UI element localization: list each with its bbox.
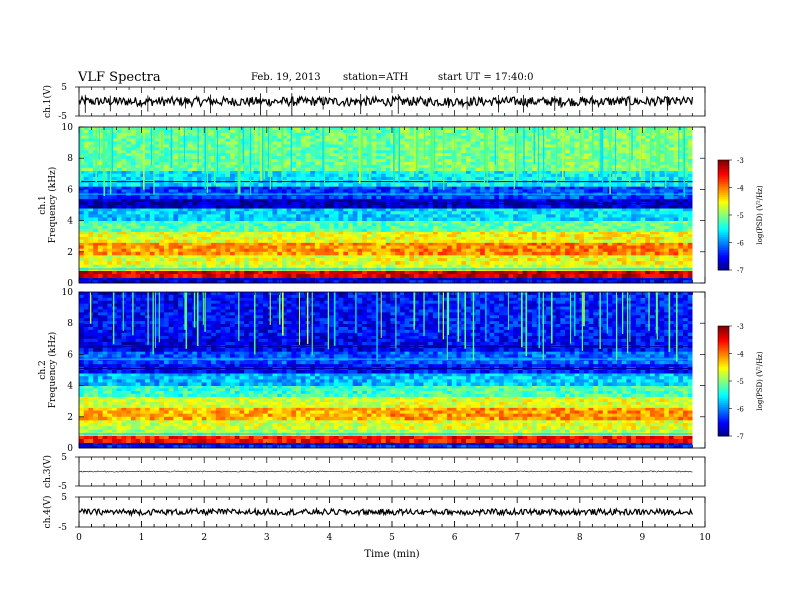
spectrogram-cells-ch2-spectrogram: [79, 292, 693, 449]
chart-date: Feb. 19, 2013: [251, 72, 321, 83]
x-ticks-panel-1: [78, 87, 706, 116]
y-tick-ch2-spectrogram-10: 10: [62, 288, 74, 298]
x-tick-label-9: 9: [640, 533, 646, 543]
chart-title: VLF Spectra: [78, 70, 161, 85]
y-tick-ch2-spectrogram-4: 4: [67, 382, 73, 392]
y-tick-ch2-spectrogram-0: 0: [67, 444, 73, 454]
colorbar-ch1-spectrogram: [717, 159, 730, 271]
x-tick-label-4: 4: [327, 533, 333, 543]
y-tick-ch1-spectrogram-6: 6: [67, 185, 73, 195]
y-label-ch2-spectrogram: ch.2Frequency (kHz): [38, 332, 58, 409]
colorbar-ch2-spectrogram: [717, 325, 730, 437]
x-tick-label-1: 1: [139, 533, 145, 543]
y-tick-ch2-spectrogram-6: 6: [67, 350, 73, 360]
sferic-streaks-ch1-spectrogram: [79, 127, 687, 198]
x-tick-label-6: 6: [452, 533, 458, 543]
x-tick-label-3: 3: [264, 533, 270, 543]
colorbar-label-ch2-spectrogram: log(PSD) (V²/Hz): [756, 351, 764, 410]
colorbar-tick-ch2-spectrogram-4: -7: [737, 433, 744, 441]
y-label-ch1-waveform: ch.1(V): [42, 85, 53, 118]
x-tick-label-5: 5: [389, 533, 395, 543]
colorbar-tick-ch1-spectrogram-0: -3: [737, 157, 744, 165]
sferic-streaks-ch2-spectrogram: [89, 292, 678, 362]
y-tick-top-ch3-waveform: 5: [61, 453, 67, 463]
colorbar-tick-ch2-spectrogram-1: -4: [737, 351, 744, 359]
colorbar-tick-ch1-spectrogram-4: -7: [737, 267, 744, 275]
y-tick-ch2-spectrogram-8: 8: [67, 319, 73, 329]
y-tick-ch1-spectrogram-2: 2: [67, 248, 73, 258]
colorbar-tick-ch2-spectrogram-3: -6: [737, 406, 744, 414]
y-tick-bottom-ch1-waveform: -5: [58, 112, 67, 122]
y-tick-top-ch4-waveform: 5: [61, 493, 67, 503]
y-tick-bottom-ch3-waveform: -5: [58, 482, 67, 492]
trace-ch1-waveform: [78, 94, 694, 109]
x-ticks-panel-3: [78, 292, 706, 448]
trace-ch4-waveform: [78, 506, 694, 518]
y-tick-ch2-spectrogram-2: 2: [67, 413, 73, 423]
trace-ch3-waveform: [78, 470, 693, 473]
colorbar-tick-ch1-spectrogram-1: -4: [737, 185, 744, 193]
x-tick-label-10: 10: [699, 533, 711, 543]
x-ticks-panel-5: [78, 497, 706, 527]
colorbar-label-ch1-spectrogram: log(PSD) (V²/Hz): [756, 185, 764, 244]
y-label-ch1-spectrogram: ch.1Frequency (kHz): [38, 167, 58, 244]
colorbar-tick-ch1-spectrogram-2: -5: [737, 212, 744, 220]
x-ticks-panel-4: [78, 457, 706, 486]
colorbar-tick-ch2-spectrogram-2: -5: [737, 378, 744, 386]
y-tick-top-ch1-waveform: 5: [61, 83, 67, 93]
x-ticks-panel-2: [78, 127, 706, 283]
y-label-ch4-waveform: ch.4(V): [42, 496, 53, 529]
colorbar-tick-ch1-spectrogram-3: -6: [737, 240, 744, 248]
y-tick-ch1-spectrogram-4: 4: [67, 217, 73, 227]
y-tick-ch1-spectrogram-8: 8: [67, 154, 73, 164]
x-axis-label: Time (min): [364, 549, 419, 560]
x-tick-label-2: 2: [201, 533, 207, 543]
x-tick-label-7: 7: [514, 533, 520, 543]
y-tick-ch1-spectrogram-10: 10: [62, 123, 74, 133]
x-tick-label-8: 8: [577, 533, 583, 543]
colorbar-tick-ch2-spectrogram-0: -3: [737, 323, 744, 331]
y-tick-ch1-spectrogram-0: 0: [67, 279, 73, 289]
chart-start-time: start UT = 17:40:0: [438, 72, 534, 83]
y-label-ch3-waveform: ch.3(V): [42, 455, 53, 488]
chart-station: station=ATH: [343, 72, 409, 83]
y-tick-bottom-ch4-waveform: -5: [58, 523, 67, 533]
x-tick-label-0: 0: [76, 533, 82, 543]
